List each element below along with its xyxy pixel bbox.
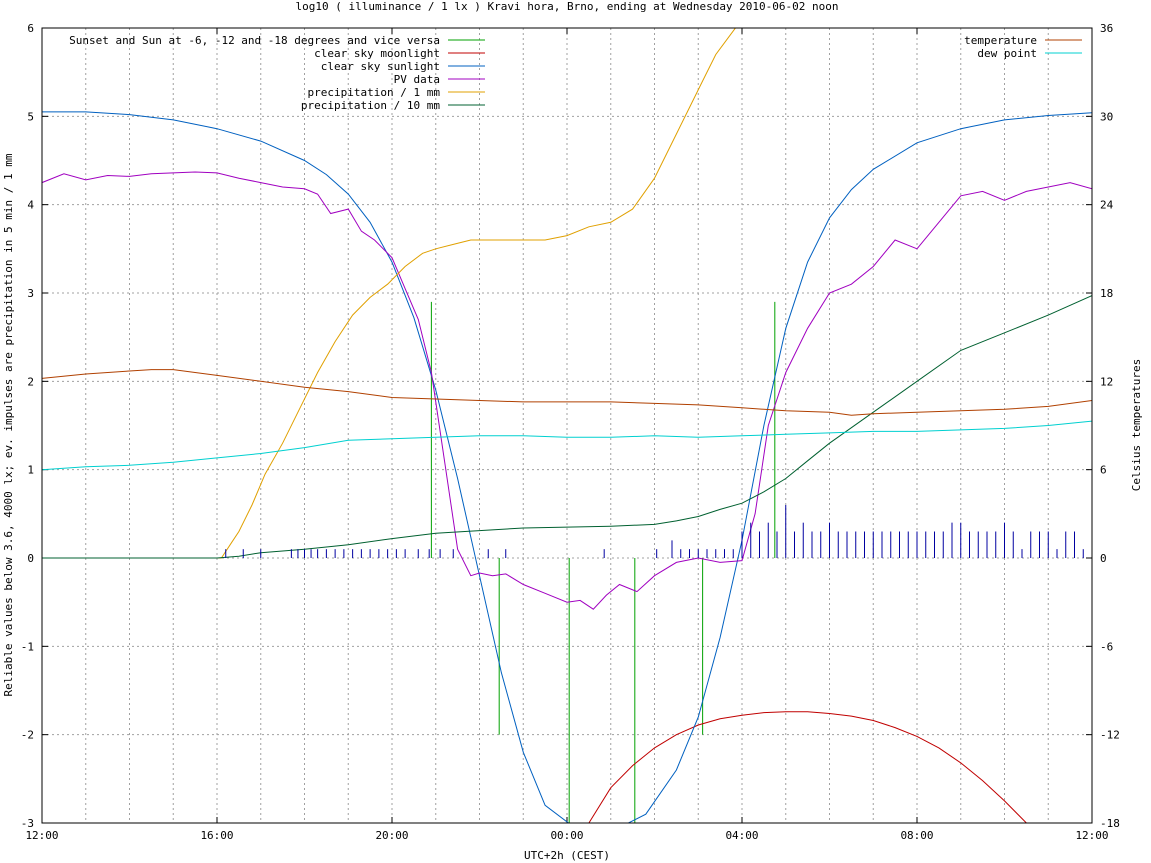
y2-tick-label: 0 <box>1100 552 1107 565</box>
x-tick-label: 20:00 <box>375 829 408 842</box>
y-tick-label: 4 <box>27 199 34 212</box>
y2-axis-label: Celsius temperatures <box>1130 359 1143 491</box>
plot-area <box>42 28 1092 823</box>
series-line-clear-sky-sunlight <box>42 111 1092 823</box>
y2-tick-label: -6 <box>1100 640 1113 653</box>
y2-tick-label: 36 <box>1100 22 1113 35</box>
y2-tick-label: 6 <box>1100 464 1107 477</box>
legend-label-sunset-and-sun-at-6-12-and-18-degrees-and-vice-versa: Sunset and Sun at -6, -12 and -18 degree… <box>69 34 440 47</box>
y-tick-label: -3 <box>21 817 34 830</box>
x-tick-label: 08:00 <box>900 829 933 842</box>
legend: Sunset and Sun at -6, -12 and -18 degree… <box>69 34 1082 112</box>
x-tick-label: 12:00 <box>25 829 58 842</box>
legend-label-precipitation-10-mm: precipitation / 10 mm <box>301 99 440 112</box>
x-tick-label: 16:00 <box>200 829 233 842</box>
y2-tick-label: 30 <box>1100 110 1113 123</box>
x-tick-label: 12:00 <box>1075 829 1108 842</box>
legend-label-clear-sky-moonlight: clear sky moonlight <box>314 47 440 60</box>
x-tick-label: 04:00 <box>725 829 758 842</box>
y2-tick-label: 24 <box>1100 199 1114 212</box>
series-group <box>42 28 1092 823</box>
y2-tick-label: -12 <box>1100 729 1120 742</box>
chart-title: log10 ( illuminance / 1 lx ) Kravi hora,… <box>295 0 838 13</box>
y2-tick-label: -18 <box>1100 817 1120 830</box>
y2-tick-label: 12 <box>1100 375 1113 388</box>
x-axis-label: UTC+2h (CEST) <box>524 849 610 862</box>
y-tick-label: 1 <box>27 464 34 477</box>
y2-tick-label: 18 <box>1100 287 1113 300</box>
plot-border <box>41 27 1093 824</box>
grid <box>42 28 1092 823</box>
y-tick-label: 6 <box>27 22 34 35</box>
x-tick-label: 00:00 <box>550 829 583 842</box>
legend-label-dew-point: dew point <box>977 47 1037 60</box>
y-tick-label: 5 <box>27 110 34 123</box>
legend-label-clear-sky-sunlight: clear sky sunlight <box>321 60 440 73</box>
y-tick-label: 3 <box>27 287 34 300</box>
y-axis-label: Reliable values below 3.6, 4000 lx; ev. … <box>2 153 15 696</box>
series-line-precipitation-10-mm <box>42 295 1092 559</box>
series-line-pv-data <box>42 171 1092 610</box>
legend-label-pv-data: PV data <box>394 73 440 86</box>
y-tick-label: 2 <box>27 375 34 388</box>
series-line-dew-point <box>42 420 1092 471</box>
legend-label-precipitation-1-mm: precipitation / 1 mm <box>308 86 441 99</box>
series-line-precipitation-1-mm <box>42 28 737 559</box>
legend-label-temperature: temperature <box>964 34 1037 47</box>
series-line-clear-sky-moonlight <box>588 711 1027 823</box>
y-tick-label: 0 <box>27 552 34 565</box>
y-tick-label: -2 <box>21 729 34 742</box>
series-line-temperature <box>42 369 1092 416</box>
y-tick-label: -1 <box>21 640 34 653</box>
